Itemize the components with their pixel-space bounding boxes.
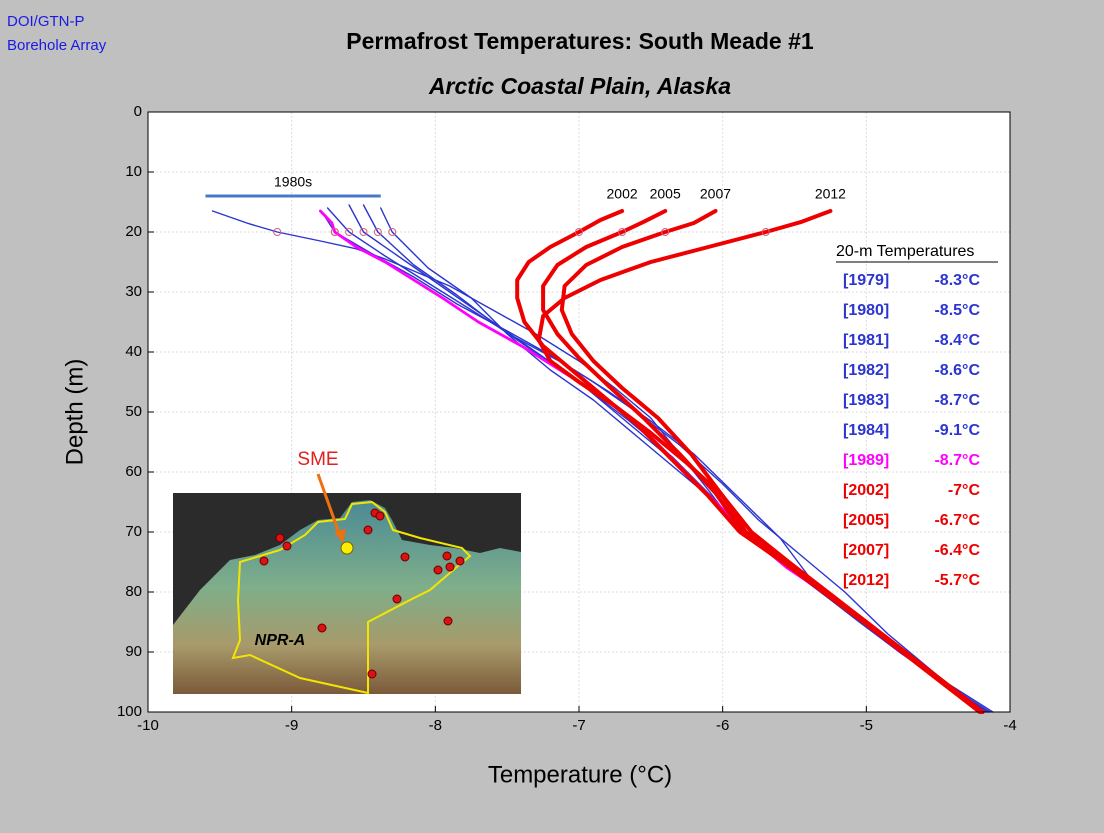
- x-tick-label: -9: [285, 717, 298, 734]
- chart-subtitle: Arctic Coastal Plain, Alaska: [428, 73, 731, 99]
- series-tag: 2002: [607, 186, 638, 202]
- legend-value: -6.4°C: [934, 542, 980, 559]
- map-site-highlight: [341, 542, 353, 554]
- legend-title: 20-m Temperatures: [836, 243, 974, 260]
- map-site: [260, 557, 268, 565]
- map-site: [456, 557, 464, 565]
- header-line: DOI/GTN-P: [7, 13, 85, 30]
- y-tick-label: 50: [125, 403, 142, 420]
- legend-value: -8.6°C: [934, 362, 980, 379]
- map-site: [318, 624, 326, 632]
- series-tag: 2005: [650, 186, 681, 202]
- page: {"header": {"line1": "DOI/GTN-P", "line2…: [0, 0, 1104, 833]
- x-axis-label: Temperature (°C): [488, 761, 672, 788]
- legend-name: [1980]: [843, 302, 889, 319]
- x-tick-label: -6: [716, 717, 729, 734]
- y-axis-label: Depth (m): [61, 359, 88, 466]
- y-tick-label: 90: [125, 643, 142, 660]
- x-tick-label: -7: [572, 717, 585, 734]
- series-tag: 2012: [815, 186, 846, 202]
- y-tick-label: 80: [125, 583, 142, 600]
- map-site: [393, 595, 401, 603]
- map-site: [444, 617, 452, 625]
- legend-value: -8.5°C: [934, 302, 980, 319]
- map-site: [276, 534, 284, 542]
- map-site: [368, 670, 376, 678]
- legend-name: [1981]: [843, 332, 889, 349]
- y-tick-label: 20: [125, 223, 142, 240]
- map-site: [446, 563, 454, 571]
- legend-name: [2007]: [843, 542, 889, 559]
- map-site: [443, 552, 451, 560]
- legend-value: -8.7°C: [934, 392, 980, 409]
- x-tick-label: -8: [429, 717, 442, 734]
- map-site: [401, 553, 409, 561]
- legend-name: [1983]: [843, 392, 889, 409]
- x-tick-label: -5: [860, 717, 873, 734]
- bracket-label: 1980s: [274, 174, 312, 190]
- legend-value: -8.7°C: [934, 452, 980, 469]
- legend-value: -9.1°C: [934, 422, 980, 439]
- x-tick-label: -4: [1003, 717, 1016, 734]
- chart-title: Permafrost Temperatures: South Meade #1: [346, 28, 814, 54]
- chart: DOI/GTN-P Borehole Array Permafrost Temp…: [0, 0, 1104, 833]
- legend-name: [2012]: [843, 572, 889, 589]
- y-tick-label: 30: [125, 283, 142, 300]
- map-site: [434, 566, 442, 574]
- y-tick-label: 10: [125, 163, 142, 180]
- y-tick-label: 70: [125, 523, 142, 540]
- legend-value: -8.3°C: [934, 272, 980, 289]
- legend-name: [1984]: [843, 422, 889, 439]
- legend-value: -6.7°C: [934, 512, 980, 529]
- map-site: [283, 542, 291, 550]
- y-tick-label: 0: [134, 103, 142, 120]
- legend-value: -8.4°C: [934, 332, 980, 349]
- legend-name: [2005]: [843, 512, 889, 529]
- map-site: [376, 512, 384, 520]
- legend-name: [1989]: [843, 452, 889, 469]
- y-tick-label: 100: [117, 703, 142, 720]
- header-line: Borehole Array: [7, 37, 107, 54]
- legend-name: [2002]: [843, 482, 889, 499]
- legend-value: -5.7°C: [934, 572, 980, 589]
- series-tag: 2007: [700, 186, 731, 202]
- map-site-label: SME: [297, 449, 338, 470]
- map-region-label: NPR-A: [255, 632, 306, 649]
- legend-name: [1982]: [843, 362, 889, 379]
- legend-value: -7°C: [948, 482, 981, 499]
- map-site: [364, 526, 372, 534]
- y-tick-label: 60: [125, 463, 142, 480]
- legend-name: [1979]: [843, 272, 889, 289]
- y-tick-label: 40: [125, 343, 142, 360]
